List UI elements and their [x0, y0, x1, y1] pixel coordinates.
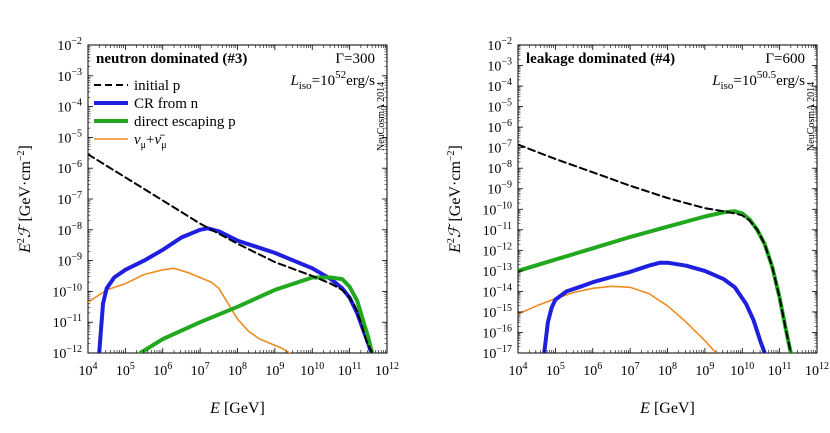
right-panel: 104 105 106 107 108 109 1010 1011 1012 10−17 10−16…	[446, 36, 829, 417]
y-tick-label: 10−17	[482, 344, 512, 362]
series-line-initial-p	[88, 153, 374, 353]
y-tick-label: 10−6	[57, 159, 82, 177]
lum-unit: erg/s	[346, 73, 375, 89]
left-x-axis-label: E [GeV]	[209, 400, 265, 417]
series-line--	[518, 285, 717, 353]
y-tick-label: 10−5	[57, 128, 82, 146]
lum-unit: erg/s	[776, 73, 805, 89]
left-y-axis-label: E2ℱ [GeV·cm−2]	[16, 145, 34, 254]
x-tick-label: 1011	[768, 361, 792, 379]
left-gamma-label: Γ=300	[335, 51, 375, 67]
x-tick-label: 105	[116, 361, 135, 379]
series-line-direct-escaping-p	[518, 209, 793, 353]
series-line-cr-from-n	[542, 260, 767, 353]
y-tick-label: 10−10	[52, 282, 82, 300]
x-tick-label: 1011	[338, 361, 362, 379]
y-tick-label: 10−4	[487, 77, 512, 95]
lum-symbol: L	[711, 73, 720, 89]
y-tick-label: 10−4	[57, 98, 82, 116]
y-tick-label: 10−2	[57, 36, 82, 54]
legend-label: νμ+ν̄μ	[134, 132, 167, 151]
y-tick-label: 10−3	[487, 57, 512, 75]
lum-exponent: 50.5	[757, 69, 777, 81]
x-tick-label: 104	[509, 361, 528, 379]
series-line-cr-from-n	[97, 226, 374, 353]
y-tick-label: 10−3	[57, 67, 82, 85]
y-tick-label: 10−7	[487, 139, 512, 157]
x-tick-label: 107	[191, 361, 210, 379]
x-tick-label: 108	[658, 361, 677, 379]
x-tick-label: 1010	[300, 361, 324, 379]
y-tick-label: 10−11	[483, 221, 512, 239]
x-tick-label: 1012	[375, 361, 399, 379]
y-tick-label: 10−8	[57, 221, 82, 239]
x-tick-label: 106	[583, 361, 602, 379]
y-tick-label: 10−13	[482, 262, 512, 280]
y-tick-label: 10−14	[482, 282, 512, 300]
legend-label: CR from n	[134, 96, 199, 112]
y-tick-label: 10−15	[482, 303, 512, 321]
x-tick-label: 109	[265, 361, 284, 379]
series-line--	[88, 267, 291, 353]
x-tick-label: 1012	[805, 361, 829, 379]
lum-equals: =10	[733, 73, 756, 89]
left-panel: 104 105 106 107 108 109 1010 1011 1012 10−12 10−11…	[16, 36, 399, 417]
series-line-direct-escaping-p	[138, 275, 375, 353]
left-legend: initial p CR from n direct escaping p νμ+ν̄…	[94, 78, 236, 151]
y-tick-label: 10−10	[482, 200, 512, 218]
x-tick-label: 108	[228, 361, 247, 379]
legend-label: direct escaping p	[134, 114, 236, 130]
y-tick-label: 10−2	[487, 36, 512, 54]
y-tick-label: 10−16	[482, 323, 512, 341]
lum-symbol: L	[289, 73, 298, 89]
right-watermark: NeuCosmA 2014	[806, 82, 817, 151]
y-tick-label: 10−12	[52, 344, 82, 362]
lum-equals: =10	[312, 73, 335, 89]
y-tick-label: 10−6	[487, 118, 512, 136]
x-tick-label: 109	[695, 361, 714, 379]
y-tick-label: 10−9	[487, 180, 512, 198]
lum-exponent: 52	[335, 69, 346, 81]
x-tick-label: 105	[546, 361, 565, 379]
right-gamma-label: Γ=600	[765, 51, 805, 67]
left-watermark: NeuCosmA 2014	[376, 82, 387, 151]
x-tick-label: 107	[621, 361, 640, 379]
y-tick-label: 10−5	[487, 98, 512, 116]
x-tick-label: 1010	[730, 361, 754, 379]
series-line-initial-p	[518, 143, 792, 353]
left-luminosity-label: Liso=1052erg/s	[289, 69, 375, 92]
x-tick-label: 104	[79, 361, 98, 379]
legend-label: initial p	[134, 78, 180, 94]
y-tick-label: 10−9	[57, 252, 82, 270]
lum-subscript: iso	[721, 80, 734, 92]
x-tick-label: 106	[153, 361, 172, 379]
right-luminosity-label: Liso=1050.5erg/s	[711, 69, 805, 92]
y-tick-label: 10−7	[57, 190, 82, 208]
y-tick-label: 10−11	[53, 313, 82, 331]
y-tick-label: 10−8	[487, 159, 512, 177]
left-panel-title: neutron dominated (#3)	[96, 51, 247, 67]
right-y-axis-label: E2ℱ [GeV·cm−2]	[446, 145, 464, 254]
y-tick-label: 10−12	[482, 241, 512, 259]
lum-subscript: iso	[299, 80, 312, 92]
right-x-axis-label: E [GeV]	[639, 400, 695, 417]
right-panel-title: leakage dominated (#4)	[526, 51, 675, 67]
